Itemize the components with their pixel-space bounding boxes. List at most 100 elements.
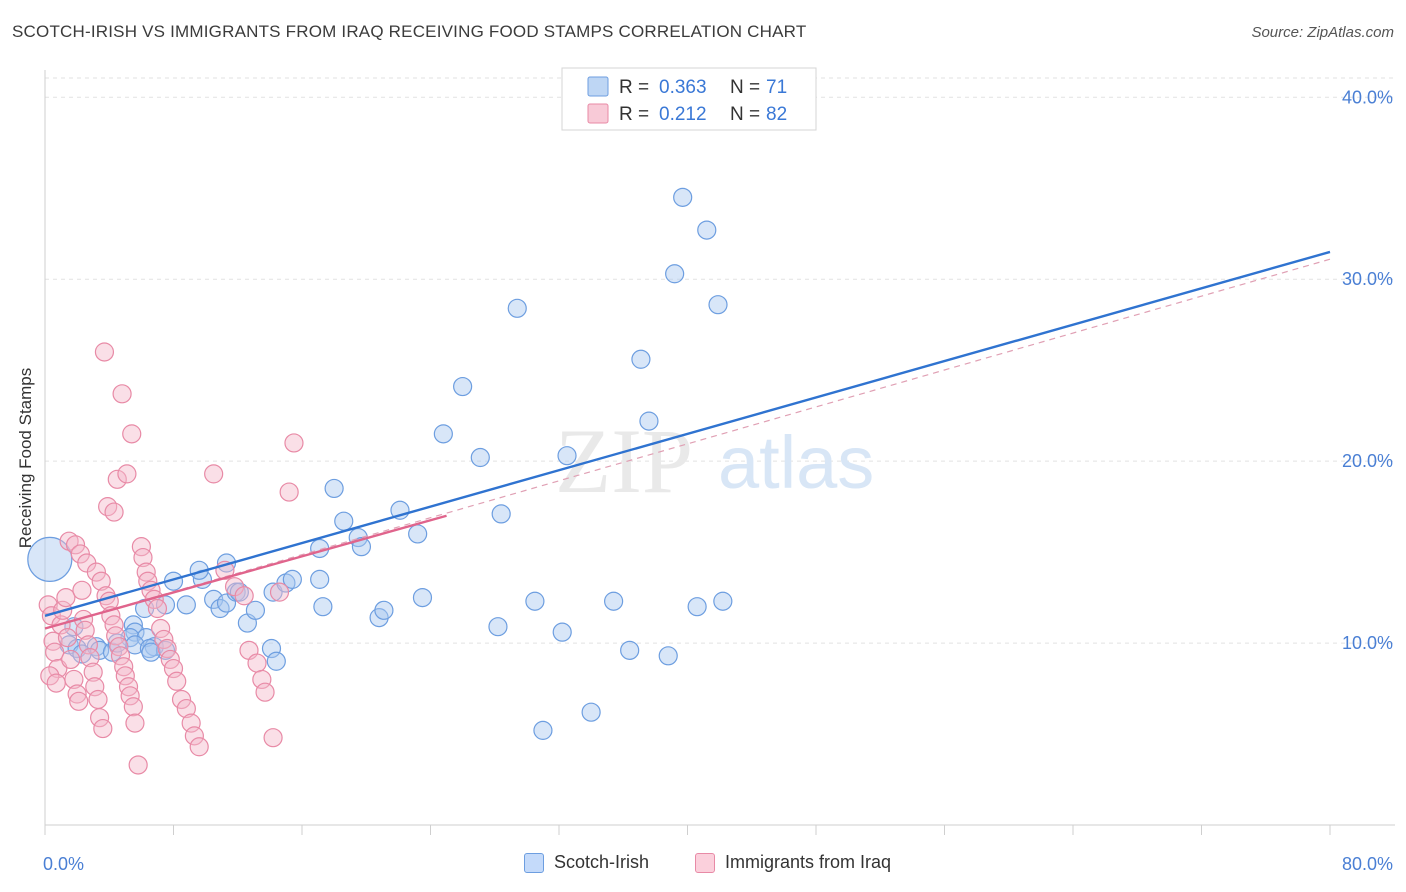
iraq-point: [83, 662, 103, 682]
scotch-irish-point: [658, 646, 678, 666]
scotch-irish-point: [525, 591, 545, 611]
iraq-point: [75, 620, 95, 640]
legend-n-label: N =: [730, 104, 760, 125]
chart-title: SCOTCH-IRISH VS IMMIGRANTS FROM IRAQ REC…: [12, 22, 807, 41]
iraq-point: [263, 728, 283, 748]
legend-r-label: R =: [619, 77, 649, 98]
iraq-point: [88, 689, 108, 710]
scotch-irish-point: [557, 446, 577, 466]
iraq-point: [189, 737, 209, 757]
y-tick-label: 20.0%: [1342, 451, 1393, 471]
scotch-irish-point: [639, 411, 659, 431]
iraq-point: [125, 713, 145, 733]
scotch-irish-point: [27, 536, 73, 582]
y-tick-label: 40.0%: [1342, 87, 1393, 107]
legend-swatch: [587, 76, 609, 97]
bottom-legend-label: Scotch-Irish: [554, 852, 650, 872]
x-tick-label-max: 80.0%: [1342, 854, 1393, 874]
iraq-point: [279, 482, 299, 502]
legend-r-label: R =: [619, 104, 649, 125]
iraq-point: [56, 587, 76, 608]
scotch-irish-point: [433, 424, 453, 444]
iraq-point: [64, 669, 84, 690]
scotch-irish-point: [665, 264, 685, 284]
scotch-irish-point: [141, 642, 161, 662]
legend-r-value: 0.212: [659, 104, 707, 125]
legend-n-value: 71: [766, 77, 787, 98]
scotch-irish-trend-line: [44, 250, 1331, 617]
iraq-point: [252, 669, 272, 690]
iraq-point: [46, 673, 66, 693]
bottom-legend-label: Immigrants from Iraq: [725, 852, 892, 872]
scotch-irish-point: [123, 615, 143, 635]
iraq-point: [117, 464, 137, 484]
iraq-point: [204, 464, 224, 484]
iraq-point: [255, 682, 275, 702]
iraq-point: [106, 626, 126, 646]
scotch-irish-point: [216, 593, 237, 613]
iraq-point: [151, 618, 171, 639]
iraq-point: [65, 535, 86, 555]
iraq-point: [67, 684, 87, 704]
scotch-irish-point: [687, 597, 707, 617]
watermark-atlas: atlas: [718, 421, 874, 504]
iraq-point: [122, 424, 142, 444]
scotch-irish-point: [324, 478, 344, 499]
iraq-point: [163, 658, 184, 679]
source-label: Source: ZipAtlas.com: [1251, 24, 1394, 41]
iraq-point: [147, 598, 168, 619]
scotch-irish-point: [374, 600, 394, 620]
iraq-point: [61, 649, 81, 670]
scotch-irish-point: [266, 651, 286, 671]
legend-swatch: [587, 103, 609, 124]
iraq-point: [45, 642, 65, 662]
watermark-zip: ZIP: [555, 410, 693, 512]
iraq-point: [247, 653, 267, 673]
scotch-irish-point: [412, 587, 433, 608]
scotch-irish-point: [620, 640, 640, 660]
iraq-trend-line: [44, 514, 447, 630]
bottom-legend: Scotch-Irish Immigrants from Iraq: [0, 852, 1406, 878]
y-tick-label: 30.0%: [1342, 269, 1393, 289]
iraq-point: [40, 666, 60, 686]
x-tick-label-min: 0.0%: [43, 854, 84, 874]
scotch-irish-point: [261, 638, 282, 659]
legend-n-label: N =: [730, 77, 760, 98]
iraq-point: [94, 342, 115, 362]
scotch-irish-point: [310, 569, 330, 589]
iraq-point: [157, 638, 177, 659]
scotch-irish-point: [334, 511, 354, 531]
scotch-irish-point: [552, 622, 572, 642]
iraq-point: [133, 547, 153, 568]
tick-labels: 10.0% 20.0% 30.0% 40.0% 0.0% 80.0%: [43, 87, 1393, 874]
scotch-irish-point: [697, 220, 717, 240]
legend-n-value: 82: [766, 104, 787, 125]
bottom-legend-item-scotch-irish[interactable]: Scotch-Irish: [524, 852, 649, 873]
iraq-point: [91, 571, 111, 591]
iraq-point: [104, 502, 124, 522]
iraq-point: [181, 713, 201, 733]
watermark: ZIP atlas: [555, 410, 874, 512]
iraq-point: [128, 755, 148, 775]
iraq-point: [72, 580, 92, 600]
y-tick-label: 10.0%: [1342, 633, 1393, 653]
iraq-point: [69, 691, 89, 711]
iraq-point: [112, 384, 132, 404]
iraq-point: [57, 628, 78, 648]
iraq-point: [107, 469, 127, 489]
iraq-point: [86, 562, 107, 582]
bottom-legend-item-iraq[interactable]: Immigrants from Iraq: [695, 852, 891, 873]
iraq-point: [115, 666, 135, 686]
iraq-point: [184, 726, 204, 746]
iraq-swatch: [695, 852, 715, 873]
iraq-point: [59, 531, 79, 551]
scotch-irish-point: [351, 537, 372, 557]
scotch-irish-point: [453, 376, 473, 397]
scotch-irish-point: [631, 349, 651, 369]
iraq-point: [93, 718, 113, 739]
iraq-point: [110, 646, 131, 666]
iraq-point: [85, 677, 105, 697]
scotch-irish-point: [604, 591, 624, 611]
scotch-irish-point: [673, 187, 693, 207]
